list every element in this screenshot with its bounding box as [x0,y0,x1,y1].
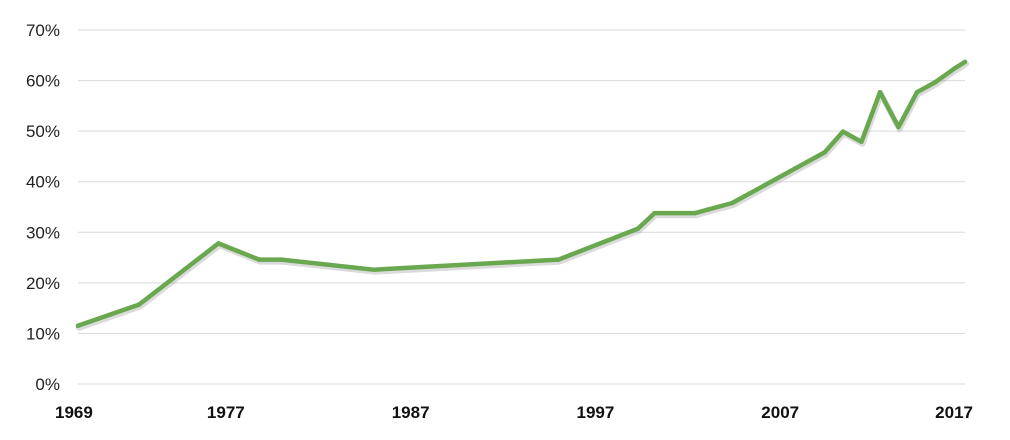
y-tick-label: 40% [26,173,60,192]
y-tick-label: 30% [26,223,60,242]
data-point [933,79,938,85]
x-tick-label: 2007 [761,403,799,422]
x-tick-label: 1977 [207,403,245,422]
series-line [75,59,968,329]
data-point [693,210,698,216]
y-tick-label: 50% [26,122,60,141]
data-point [75,323,81,329]
data-point [877,90,883,95]
data-point [896,124,901,130]
data-point [859,139,864,144]
data-point [216,241,221,246]
data-point [371,267,376,272]
x-tick-label: 1987 [392,403,430,422]
data-point [279,257,284,262]
x-tick-label: 1969 [55,403,93,422]
y-tick-label: 10% [26,324,60,343]
y-tick-label: 60% [26,72,60,91]
x-axis-ticks: 1969 1977 1987 1997 2007 2017 [55,403,973,422]
y-tick-label: 20% [26,274,60,293]
data-point [962,59,968,65]
y-tick-label: 70% [26,21,60,40]
series-line-shadow [76,60,969,331]
series-group [75,59,969,331]
data-point [136,302,142,307]
data-point [840,129,846,134]
data-point [822,150,827,155]
data-point [556,257,561,262]
x-tick-label: 2017 [935,403,973,422]
y-axis-ticks: 0% 10% 20% 30% 40% 50% 60% 70% [26,21,60,394]
data-point [652,210,657,216]
data-point [914,90,920,95]
x-tick-label: 1997 [577,403,615,422]
data-point [256,257,262,262]
data-point [729,200,735,206]
data-point [635,226,641,231]
data-point [951,66,957,72]
gridlines [78,29,965,385]
y-tick-label: 0% [35,375,60,394]
